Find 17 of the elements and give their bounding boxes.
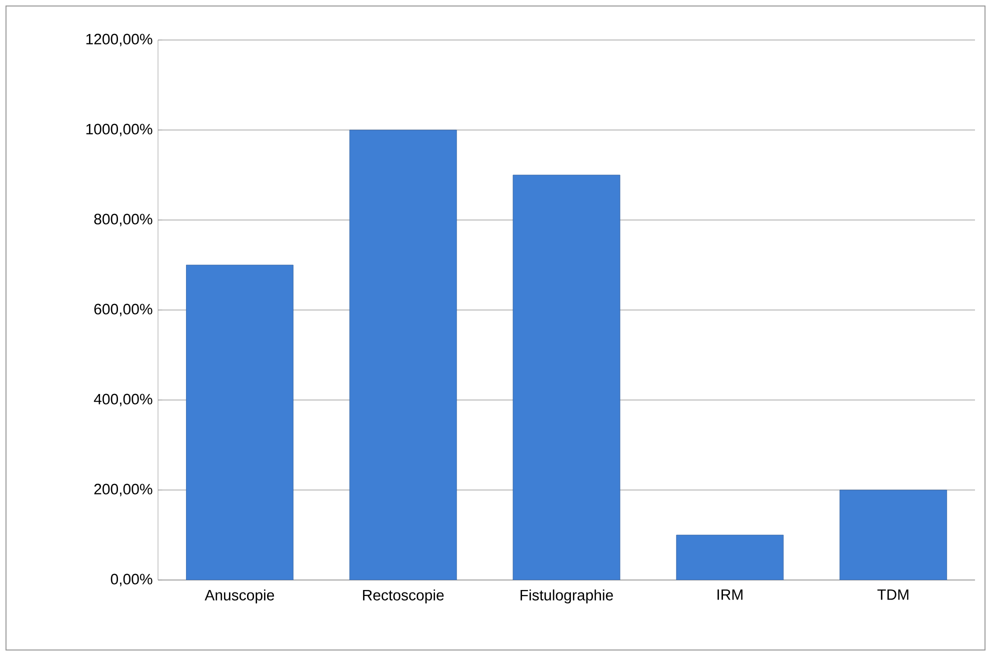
bar [349,130,457,580]
x-tick-label: IRM [718,589,742,600]
bar [840,490,948,580]
bar [186,264,294,580]
x-tick-label: Rectoscopie [363,589,444,604]
bar [512,174,620,580]
y-tick-label: 1000,00% [86,124,152,136]
y-tick-label: 1200,00% [86,34,152,46]
x-tick-label: TDM [877,589,908,600]
x-tick-label: Fistulographie [520,589,613,604]
y-tick-label: 400,00% [94,394,152,406]
y-tick-label: 0,00% [110,574,152,586]
x-tick-label: Anuscopie [204,589,274,604]
y-tick-label: 200,00% [94,484,152,496]
y-tick-label: 600,00% [94,304,152,316]
bar [676,534,784,580]
y-tick-label: 800,00% [94,214,152,226]
